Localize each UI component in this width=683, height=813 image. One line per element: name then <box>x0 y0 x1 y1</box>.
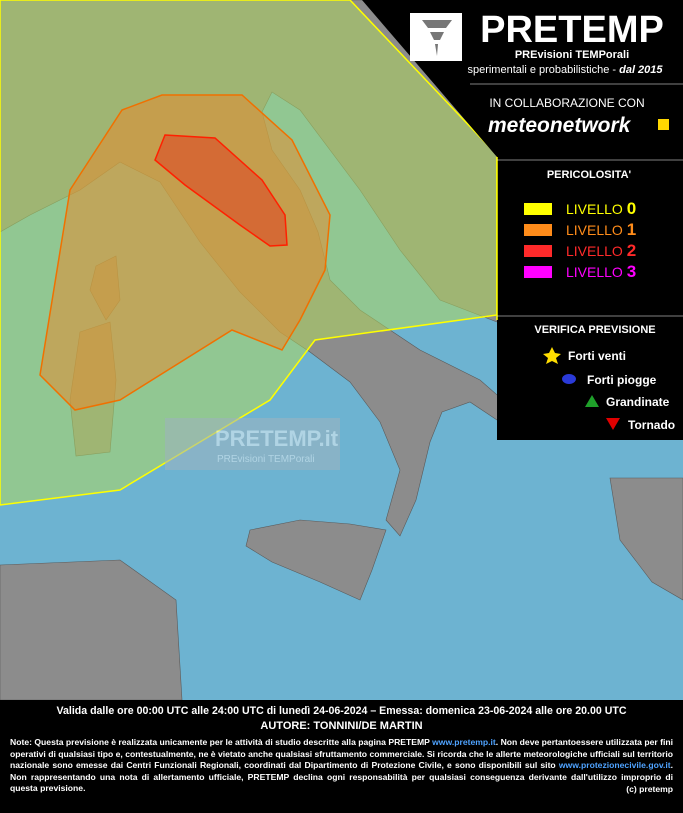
copyright: (c) pretemp <box>626 783 673 794</box>
legend-level: 0 <box>627 199 636 218</box>
partner-mark <box>658 119 669 130</box>
verification-item: Forti piogge <box>587 373 657 387</box>
legend-word: LIVELLO <box>566 243 623 259</box>
info-panel <box>362 0 683 440</box>
map: PRETEMP.it PREvisioni TEMPorali PRETEMP … <box>0 0 683 700</box>
note-text: . Non rappresentando una nota di allerta… <box>10 760 673 793</box>
tagline: sperimentali e probabilistiche - dal 201… <box>467 64 663 76</box>
logo-tornado <box>422 20 452 56</box>
title: PRETEMP <box>480 9 664 51</box>
note-text: Note: Questa previsione è realizzata uni… <box>10 737 433 747</box>
since: dal 2015 <box>619 64 663 76</box>
legend-swatch <box>524 245 552 257</box>
validity: Valida dalle ore 00:00 UTC alle 24:00 UT… <box>56 705 627 717</box>
legend-label: LIVELLO 0 <box>566 199 636 218</box>
legend-word: LIVELLO <box>566 201 623 217</box>
verification-item: Forti venti <box>568 349 626 363</box>
verification-item: Tornado <box>628 418 675 432</box>
legend-label: LIVELLO 3 <box>566 262 636 281</box>
area-level-2 <box>154 134 288 247</box>
watermark: PRETEMP.it PREvisioni TEMPorali <box>165 418 340 470</box>
danger-title: PERICOLOSITA' <box>547 169 632 181</box>
watermark-subtitle: PREvisioni TEMPorali <box>217 454 315 465</box>
legend-label: LIVELLO 2 <box>566 241 636 260</box>
icon-tornado <box>606 418 620 430</box>
note: Note: Questa previsione è realizzata uni… <box>10 737 673 795</box>
icon-hail <box>585 395 599 407</box>
icon-rain <box>562 374 576 384</box>
partner: meteonetwork <box>488 114 632 137</box>
link[interactable]: www.protezionecivile.gov.it <box>558 760 671 770</box>
watermark-title: PRETEMP.it <box>215 426 339 451</box>
legend-label: LIVELLO 1 <box>566 220 636 239</box>
subtitle: PREvisioni TEMPorali <box>515 49 629 61</box>
legend-level: 2 <box>627 241 636 260</box>
icon-wind <box>543 347 561 364</box>
legend-word: LIVELLO <box>566 264 623 280</box>
note-text: . Non deve pertantoessere utilizzata per… <box>10 737 674 770</box>
tagline-text: sperimentali e probabilistiche - <box>467 64 616 76</box>
legend-swatch <box>524 203 552 215</box>
area-level-1 <box>39 94 331 411</box>
collab: IN COLLABORAZIONE CON <box>489 96 644 110</box>
legend-swatch <box>524 224 552 236</box>
legend-level: 3 <box>627 262 636 281</box>
link[interactable]: www.pretemp.it <box>432 737 496 747</box>
legend-level: 1 <box>627 220 636 239</box>
legend-swatch <box>524 266 552 278</box>
footer: Valida dalle ore 00:00 UTC alle 24:00 UT… <box>0 700 683 813</box>
verification-item: Grandinate <box>606 395 670 409</box>
author: AUTORE: TONNINI/DE MARTIN <box>260 720 423 732</box>
verification-title: VERIFICA PREVISIONE <box>534 324 655 336</box>
legend-word: LIVELLO <box>566 222 623 238</box>
